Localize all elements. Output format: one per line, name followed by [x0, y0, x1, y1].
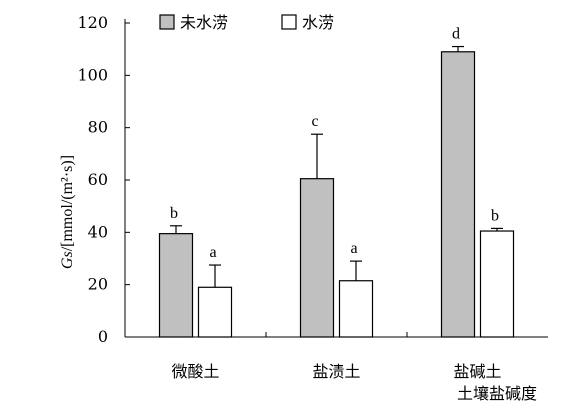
y-axis-label: Gs/[mmol/(m²·s)]	[59, 155, 76, 269]
significance-letter: b	[170, 205, 178, 222]
bar-series1	[158, 233, 194, 338]
y-tick-label: 0	[98, 327, 108, 346]
y-axis-label-prefix: Gs	[59, 251, 76, 269]
bar-series1	[299, 178, 335, 338]
bar-series1	[440, 51, 476, 338]
legend-swatch	[281, 14, 297, 30]
y-tick-label: 120	[77, 13, 108, 32]
bar-series2	[338, 280, 374, 338]
significance-letter: a	[350, 240, 357, 257]
legend-label: 水涝	[302, 13, 334, 32]
y-tick-label: 40	[88, 222, 108, 241]
significance-letter: a	[209, 244, 216, 261]
significance-letter: c	[311, 113, 318, 130]
legend-swatch	[159, 14, 175, 30]
significance-letter: b	[491, 207, 499, 224]
bar-series2	[479, 230, 515, 338]
y-tick-label: 60	[88, 170, 108, 189]
bars	[158, 45, 515, 338]
legend-label: 未水涝	[180, 13, 228, 32]
bar-series2	[197, 286, 233, 338]
y-tick-label: 80	[88, 118, 108, 137]
y-tick-label: 20	[88, 275, 108, 294]
x-tick-label: 盐碱土	[453, 362, 501, 381]
legend: 未水涝 水涝	[159, 13, 334, 32]
y-tick-label: 100	[77, 65, 108, 84]
x-axis-label: 土壤盐碱度	[457, 384, 537, 403]
y-axis-label-suffix: /[mmol/(m²·s)]	[59, 155, 76, 251]
significance-letter: d	[452, 26, 460, 43]
x-tick-label: 盐渍土	[312, 362, 360, 381]
axes: 0 20 40 60 80 100 120	[77, 13, 548, 346]
labels: b a 微酸土 c a 盐渍土 d b 盐碱土	[170, 26, 502, 381]
x-tick-label: 微酸土	[171, 362, 219, 381]
